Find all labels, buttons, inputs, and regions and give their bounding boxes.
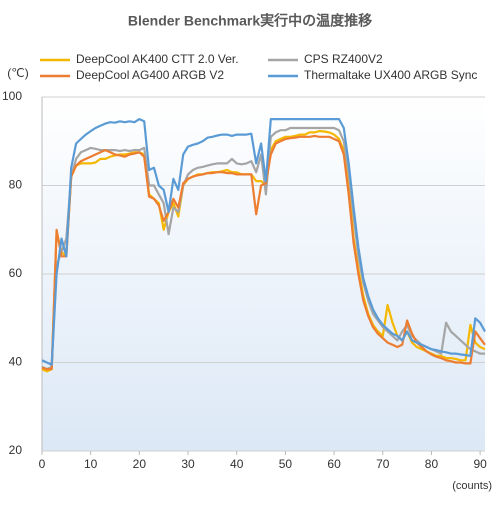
x-tick-label: 70 bbox=[376, 457, 390, 471]
y-tick-label: 100 bbox=[2, 89, 22, 103]
x-axis-label: (counts) bbox=[452, 480, 492, 492]
y-tick-label: 80 bbox=[9, 178, 23, 192]
x-tick-label: 30 bbox=[181, 457, 195, 471]
series-line bbox=[41, 134, 486, 371]
x-tick-label: 0 bbox=[39, 457, 46, 471]
legend-label: DeepCool AG400 ARGB V2 bbox=[76, 68, 224, 82]
x-tick-label: 10 bbox=[84, 457, 98, 471]
y-tick-label: 40 bbox=[9, 355, 23, 369]
x-tick-label: 80 bbox=[425, 457, 439, 471]
x-tick-label: 40 bbox=[230, 457, 244, 471]
x-tick-label: 50 bbox=[279, 457, 293, 471]
legend-label: Thermaltake UX400 ARGB Sync bbox=[304, 68, 477, 82]
x-tick-label: 60 bbox=[327, 457, 341, 471]
y-axis-label: (℃) bbox=[7, 66, 28, 80]
chart-title: Blender Benchmark実行中の温度推移 bbox=[128, 13, 372, 29]
legend-label: DeepCool AK400 CTT 2.0 Ver. bbox=[76, 52, 239, 66]
legend-label: CPS RZ400V2 bbox=[304, 52, 383, 66]
x-tick-label: 90 bbox=[473, 457, 487, 471]
y-tick-label: 20 bbox=[9, 443, 23, 457]
series-line bbox=[41, 118, 486, 366]
x-tick-label: 20 bbox=[133, 457, 147, 471]
y-tick-label: 60 bbox=[9, 266, 23, 280]
